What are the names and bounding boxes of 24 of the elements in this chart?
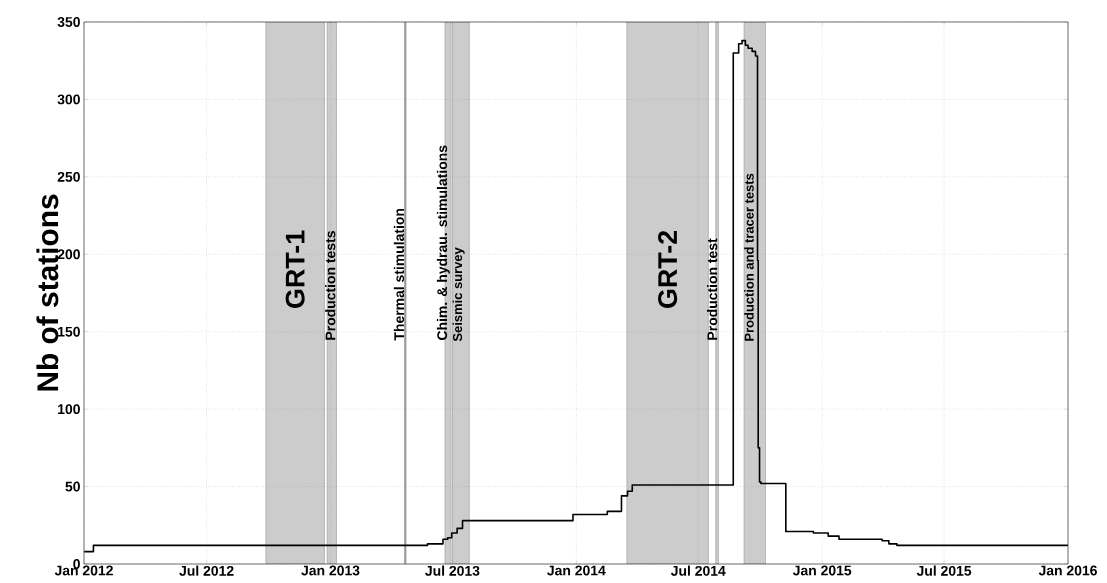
ref-line-label: Thermal stimulation xyxy=(393,208,405,341)
band-label: Production and tracer tests xyxy=(744,173,754,341)
x-tick-label: Jul 2013 xyxy=(425,565,480,576)
x-tick-label: Jul 2012 xyxy=(179,565,234,576)
y-tick-label: 150 xyxy=(58,326,80,337)
y-tick-label: 50 xyxy=(65,481,80,492)
y-tick-label: 200 xyxy=(57,249,80,260)
band-label: Production test xyxy=(707,238,718,340)
x-tick-label: Jul 2015 xyxy=(916,565,972,576)
band-label: Chim. & hydrau. stimulations xyxy=(436,145,450,340)
x-tick-label: Jul 2014 xyxy=(670,565,726,576)
y-tick-label: 100 xyxy=(58,404,80,415)
y-tick-label: 350 xyxy=(57,17,80,27)
band-label: GRT-2 xyxy=(658,230,678,308)
band-label: Seismic survey xyxy=(452,247,465,342)
y-tick-label: 250 xyxy=(57,171,80,182)
x-tick-label: Jan 2016 xyxy=(1038,565,1097,576)
y-tick-label: 300 xyxy=(57,94,80,105)
band-label: GRT-1 xyxy=(285,230,305,308)
y-axis-title: Nb of stations xyxy=(36,194,59,391)
x-tick-label: Jan 2015 xyxy=(792,565,852,576)
band-label: Production tests xyxy=(325,231,336,340)
x-tick-label: Jan 2013 xyxy=(301,565,360,576)
x-tick-label: Jan 2014 xyxy=(547,565,606,576)
